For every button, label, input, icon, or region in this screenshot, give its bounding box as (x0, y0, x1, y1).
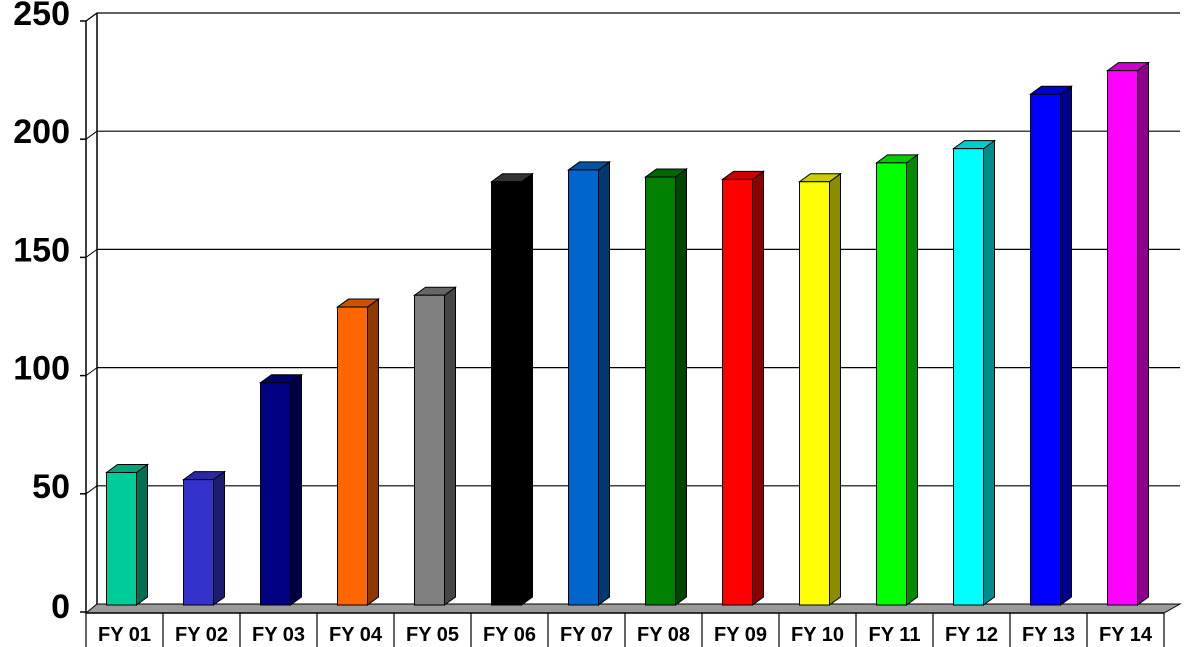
gridlines (97, 12, 1180, 487)
x-category-label: FY 09 (714, 624, 767, 646)
bar-front (183, 479, 214, 606)
bar (797, 172, 843, 606)
y-tick-label: 100 (13, 350, 70, 388)
x-category-label: FY 07 (560, 624, 613, 646)
bar-front (1107, 70, 1138, 606)
axes (80, 12, 1182, 614)
bar-side (521, 172, 533, 606)
x-category-label: FY 04 (329, 624, 383, 646)
side-gridline (85, 248, 98, 258)
bar (181, 470, 227, 606)
bar-front (876, 162, 907, 606)
bar-front (106, 472, 137, 606)
x-category-label: FY 13 (1022, 624, 1075, 646)
x-category-label: FY 03 (252, 624, 305, 646)
category-axis: FY 01 FY 02 FY 03 FY 04 FY 05 FY 06 FY 07 FY 08… (85, 612, 1165, 647)
bar-side (752, 170, 764, 606)
x-category-label: FY 10 (791, 624, 844, 646)
bar (874, 153, 920, 606)
y-tick-label: 50 (32, 468, 70, 506)
x-category-label: FY 05 (406, 624, 459, 646)
side-gridline (85, 485, 98, 495)
bar (489, 172, 535, 606)
bar-side (290, 373, 302, 606)
x-category-label: FY 11 (869, 624, 921, 646)
y-tick-label: 150 (13, 231, 70, 269)
bar-front (491, 181, 522, 606)
side-gridline (85, 130, 98, 140)
bar (104, 463, 150, 606)
bar-front (337, 306, 368, 606)
side-gridline (85, 12, 98, 22)
bar (566, 160, 612, 606)
chart-floor (84, 603, 1182, 614)
bar-front (568, 169, 599, 606)
bar-front (260, 382, 291, 606)
x-category-label: FY 01 (98, 624, 151, 646)
bar-side (598, 160, 610, 606)
bar-side (675, 168, 687, 606)
x-category-label: FY 06 (483, 624, 536, 646)
bar (335, 298, 381, 606)
bar (643, 168, 689, 606)
bar-side (906, 153, 918, 606)
bar (720, 170, 766, 606)
bar-front (645, 176, 676, 606)
y-tick-label: 250 (13, 0, 70, 33)
side-gridline (85, 367, 98, 377)
bar-front (953, 148, 984, 606)
bar-side (1137, 61, 1149, 606)
x-category-label: FY 14 (1099, 624, 1153, 646)
x-category-label: FY 08 (637, 624, 690, 646)
bar-front (799, 181, 830, 606)
bar (951, 139, 997, 606)
bar-side (829, 172, 841, 606)
bar-side (213, 470, 225, 606)
bar-side (983, 139, 995, 606)
y-tick-label: 0 (51, 588, 70, 626)
bar (412, 286, 458, 606)
bar-front (414, 294, 445, 606)
y-tick-label: 200 (13, 113, 70, 151)
bar-side (1060, 85, 1072, 606)
bar-side (136, 463, 148, 606)
bar (1105, 61, 1151, 606)
x-category-label: FY 12 (945, 624, 998, 646)
bar-front (1030, 93, 1061, 606)
bar (258, 373, 304, 606)
x-category-label: FY 02 (175, 624, 228, 646)
bars (104, 61, 1151, 606)
bar (1028, 85, 1074, 606)
y-tick-labels: 0 50 100 150 200 250 (13, 0, 70, 626)
bar-front (722, 178, 753, 606)
bar-side (444, 286, 456, 606)
bar-side (367, 298, 379, 606)
